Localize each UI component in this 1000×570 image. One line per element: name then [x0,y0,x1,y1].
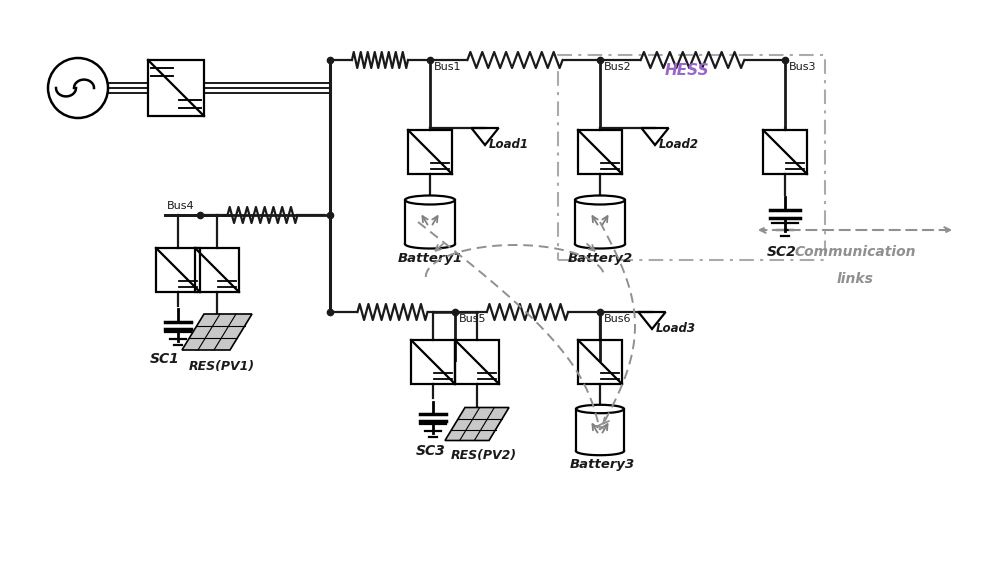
Bar [763,130,807,174]
Bar [156,248,200,292]
Text: Bus2: Bus2 [604,62,632,72]
Text: Bus6: Bus6 [604,314,632,324]
Text: Load1: Load1 [489,138,529,151]
Text: Bus3: Bus3 [789,62,816,72]
Bar [411,340,455,384]
Text: RES(PV1): RES(PV1) [189,360,255,373]
Bar [578,340,622,384]
Text: Bus4: Bus4 [167,201,195,211]
Text: links: links [837,272,873,286]
Bar [408,130,452,174]
Text: Communication: Communication [794,245,916,259]
Text: HESS: HESS [665,63,710,78]
Text: Battery3: Battery3 [570,458,635,471]
Ellipse shape [576,405,624,413]
Text: Bus5: Bus5 [459,314,487,324]
Polygon shape [182,314,252,350]
Text: SC3: SC3 [416,444,446,458]
Bar [578,130,622,174]
Text: Bus1: Bus1 [434,62,462,72]
Text: SC1: SC1 [150,352,180,366]
Bar [455,340,499,384]
Text: Load2: Load2 [659,138,699,151]
Text: Battery1: Battery1 [398,252,463,265]
Ellipse shape [405,196,455,205]
Text: Load3: Load3 [656,322,696,335]
Text: Battery2: Battery2 [568,252,633,265]
Polygon shape [445,408,509,441]
Bar [148,60,204,116]
Text: RES(PV2): RES(PV2) [451,449,517,462]
Bar [195,248,239,292]
Text: SC2: SC2 [767,245,797,259]
Ellipse shape [575,196,625,205]
